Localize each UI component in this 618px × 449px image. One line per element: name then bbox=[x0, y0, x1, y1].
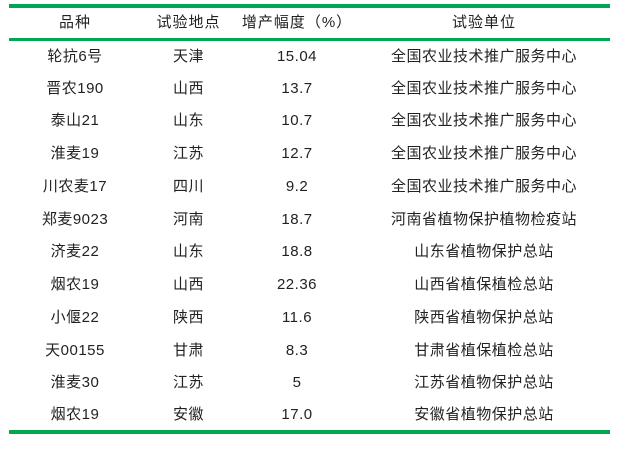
cell-location: 山东 bbox=[172, 112, 204, 130]
cell-variety: 晋农190 bbox=[46, 79, 104, 97]
cell-variety: 川农麦17 bbox=[42, 177, 108, 195]
cell-location: 天津 bbox=[172, 47, 204, 65]
table-row: 济麦22 山东 18.8 山东省植物保护总站 bbox=[9, 236, 610, 269]
cell-unit: 河南省植物保护植物检疫站 bbox=[390, 210, 577, 228]
cell-variety: 小偃22 bbox=[50, 308, 100, 326]
cell-increase: 13.7 bbox=[281, 79, 313, 97]
cell-variety: 轮抗6号 bbox=[47, 47, 103, 65]
cell-unit: 甘肃省植保植检总站 bbox=[414, 341, 554, 359]
cell-location: 四川 bbox=[172, 177, 204, 195]
cell-increase: 9.2 bbox=[285, 177, 309, 195]
table-row: 天00155 甘肃 8.3 甘肃省植保植检总站 bbox=[9, 334, 610, 367]
table-header-row: 品种 试验地点 增产幅度（%） 试验单位 bbox=[9, 6, 610, 39]
table-row: 烟农19 山西 22.36 山西省植保植检总站 bbox=[9, 268, 610, 301]
cell-variety: 郑麦9023 bbox=[41, 210, 109, 228]
cell-variety: 烟农19 bbox=[50, 406, 100, 424]
table-row: 淮麦19 江苏 12.7 全国农业技术推广服务中心 bbox=[9, 137, 610, 170]
table-row: 小偃22 陕西 11.6 陕西省植物保护总站 bbox=[9, 301, 610, 334]
cell-unit: 江苏省植物保护总站 bbox=[414, 374, 554, 392]
cell-unit: 全国农业技术推广服务中心 bbox=[390, 47, 577, 65]
table-row: 烟农19 安徽 17.0 安徽省植物保护总站 bbox=[9, 399, 610, 432]
cell-increase: 5 bbox=[292, 374, 302, 392]
column-header-increase: 增产幅度（%） bbox=[241, 14, 353, 32]
cell-variety: 烟农19 bbox=[50, 276, 100, 294]
cell-location: 江苏 bbox=[172, 374, 204, 392]
cell-increase: 17.0 bbox=[281, 406, 313, 424]
cell-variety: 天00155 bbox=[45, 341, 105, 359]
table-header: 品种 试验地点 增产幅度（%） 试验单位 bbox=[9, 6, 610, 39]
cell-variety: 济麦22 bbox=[50, 243, 100, 261]
table-row: 泰山21 山东 10.7 全国农业技术推广服务中心 bbox=[9, 105, 610, 138]
cell-variety: 泰山21 bbox=[50, 112, 100, 130]
cell-location: 山西 bbox=[172, 276, 204, 294]
column-header-variety: 品种 bbox=[58, 14, 91, 32]
cell-increase: 18.8 bbox=[281, 243, 313, 261]
cell-increase: 10.7 bbox=[281, 112, 313, 130]
cell-location: 江苏 bbox=[172, 145, 204, 163]
cell-unit: 陕西省植物保护总站 bbox=[414, 308, 554, 326]
cell-location: 陕西 bbox=[172, 308, 204, 326]
cell-increase: 22.36 bbox=[276, 276, 318, 294]
cell-location: 甘肃 bbox=[172, 341, 204, 359]
column-header-unit: 试验单位 bbox=[451, 14, 516, 32]
cell-increase: 12.7 bbox=[281, 145, 313, 163]
cell-unit: 全国农业技术推广服务中心 bbox=[390, 79, 577, 97]
cell-unit: 安徽省植物保护总站 bbox=[414, 406, 554, 424]
cell-unit: 全国农业技术推广服务中心 bbox=[390, 112, 577, 130]
cell-increase: 11.6 bbox=[281, 308, 313, 326]
column-header-location: 试验地点 bbox=[156, 14, 221, 32]
cell-location: 山东 bbox=[172, 243, 204, 261]
cell-unit: 山东省植物保护总站 bbox=[414, 243, 554, 261]
table-row: 晋农190 山西 13.7 全国农业技术推广服务中心 bbox=[9, 72, 610, 105]
cell-increase: 18.7 bbox=[281, 210, 313, 228]
cell-location: 河南 bbox=[172, 210, 204, 228]
cell-variety: 淮麦19 bbox=[50, 145, 100, 163]
cell-unit: 全国农业技术推广服务中心 bbox=[390, 145, 577, 163]
table-row: 淮麦30 江苏 5 江苏省植物保护总站 bbox=[9, 367, 610, 400]
cell-variety: 淮麦30 bbox=[50, 374, 100, 392]
cell-location: 山西 bbox=[172, 79, 204, 97]
table-row: 郑麦9023 河南 18.7 河南省植物保护植物检疫站 bbox=[9, 203, 610, 236]
wheat-trial-yield-table: 品种 试验地点 增产幅度（%） 试验单位 轮抗6号 天津 15.04 全国农业技术推广服务中… bbox=[9, 4, 610, 434]
cell-location: 安徽 bbox=[172, 406, 204, 424]
table-body: 轮抗6号 天津 15.04 全国农业技术推广服务中心 晋农190 山西 13.7 全国农业技术… bbox=[9, 39, 610, 432]
cell-unit: 山西省植保植检总站 bbox=[414, 276, 554, 294]
cell-unit: 全国农业技术推广服务中心 bbox=[390, 177, 577, 195]
cell-increase: 15.04 bbox=[276, 47, 318, 65]
cell-increase: 8.3 bbox=[285, 341, 309, 359]
table-row: 轮抗6号 天津 15.04 全国农业技术推广服务中心 bbox=[9, 39, 610, 72]
table-row: 川农麦17 四川 9.2 全国农业技术推广服务中心 bbox=[9, 170, 610, 203]
